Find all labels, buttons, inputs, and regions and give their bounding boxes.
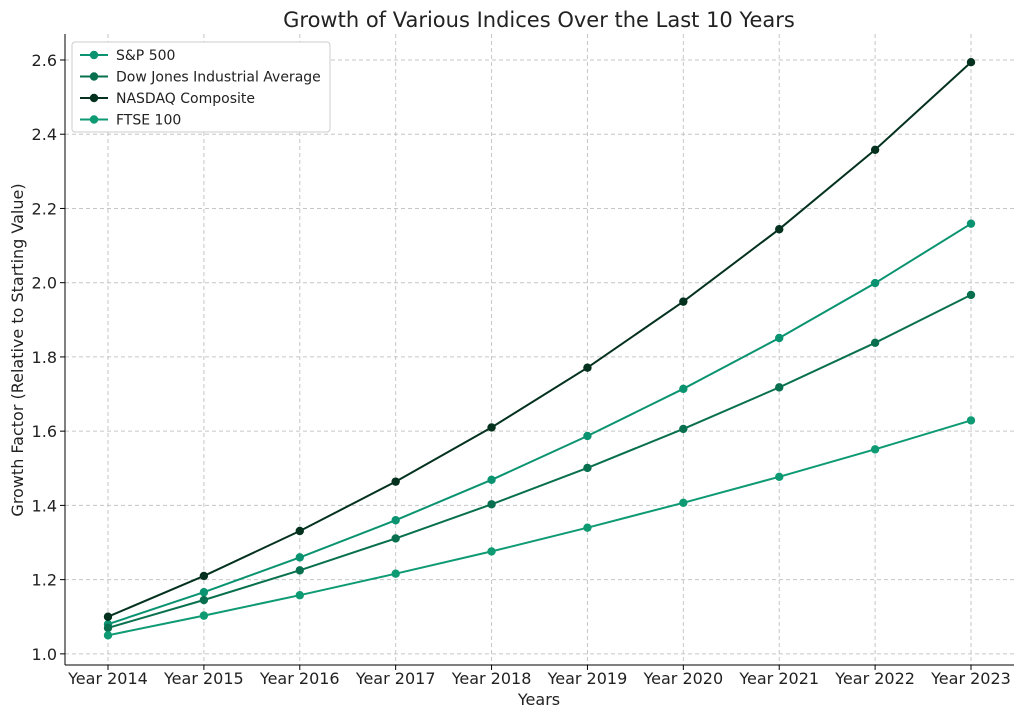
legend-entry: S&P 500: [80, 48, 175, 64]
x-axis-label: Years: [517, 690, 560, 709]
x-tick-label: Year 2020: [642, 669, 723, 688]
series-line: [107, 294, 972, 629]
data-point: [199, 595, 209, 605]
series-0: [103, 219, 976, 629]
series-line: [107, 419, 972, 637]
y-tick-label: 2.0: [32, 274, 57, 293]
data-point: [199, 571, 209, 581]
legend-label: FTSE 100: [116, 113, 181, 129]
data-point: [583, 463, 592, 473]
data-point: [870, 338, 880, 348]
data-point: [966, 290, 976, 300]
data-point: [103, 623, 113, 633]
x-tick-label: Year 2018: [451, 669, 532, 688]
series-lines: [103, 58, 976, 640]
legend-entry: Dow Jones Industrial Average: [80, 70, 321, 86]
x-tick-label: Year 2023: [930, 669, 1011, 688]
y-tick-label: 1.0: [32, 645, 57, 664]
data-point: [295, 591, 304, 600]
data-point: [583, 523, 592, 532]
x-tick-label: Year 2019: [547, 669, 628, 688]
data-point: [775, 383, 784, 392]
y-ticks: 1.0 1.2 1.4 1.6 1.8 2.0 2.2 2.4 2.6: [32, 51, 65, 664]
y-tick-label: 2.6: [32, 51, 57, 70]
legend: S&P 500 Dow Jones Industrial Average NASDA…: [71, 41, 331, 133]
x-ticks: Year 2014 Year 2015 Year 2016 Year 2017 Year…: [67, 665, 1011, 688]
y-tick-label: 1.6: [32, 422, 57, 441]
data-point: [391, 477, 400, 486]
data-point: [775, 333, 784, 343]
data-point: [295, 566, 304, 575]
data-point: [966, 416, 976, 425]
x-tick-label: Year 2022: [834, 669, 915, 688]
y-tick-label: 1.2: [32, 571, 57, 590]
series-2: [103, 58, 976, 621]
legend-box: [71, 41, 331, 133]
legend-label: Dow Jones Industrial Average: [116, 70, 321, 86]
y-axis-label: Growth Factor (Relative to Starting Valu…: [8, 183, 27, 516]
data-point: [775, 225, 784, 234]
data-point: [391, 569, 400, 578]
data-point: [679, 297, 688, 306]
grid: [65, 34, 1014, 665]
data-point: [966, 58, 976, 67]
data-point: [199, 611, 209, 620]
series-line: [107, 61, 972, 618]
y-tick-label: 1.4: [32, 496, 57, 515]
data-point: [103, 631, 113, 640]
legend-swatch-marker: [89, 50, 99, 60]
data-point: [295, 526, 304, 536]
data-point: [103, 612, 113, 621]
axes: [64, 34, 1014, 666]
data-point: [295, 553, 304, 562]
y-tick-label: 2.4: [32, 125, 57, 144]
legend-entry: FTSE 100: [80, 113, 181, 129]
data-point: [487, 547, 496, 556]
data-point: [391, 534, 400, 543]
x-tick-label: Year 2016: [259, 669, 340, 688]
data-point: [487, 500, 496, 509]
data-point: [966, 219, 976, 228]
data-point: [583, 431, 592, 441]
series-line: [107, 222, 972, 626]
data-point: [199, 588, 209, 597]
data-point: [487, 423, 496, 432]
legend-swatch-marker: [89, 93, 99, 103]
x-tick-label: Year 2014: [67, 669, 148, 688]
data-point: [870, 145, 880, 155]
data-point: [679, 498, 688, 507]
legend-label: NASDAQ Composite: [116, 91, 255, 107]
legend-label: S&P 500: [116, 48, 175, 64]
x-tick-label: Year 2015: [163, 669, 244, 688]
series-3: [103, 416, 976, 640]
y-tick-label: 1.8: [32, 348, 57, 367]
legend-swatch-marker: [89, 115, 99, 124]
data-point: [487, 475, 496, 484]
data-point: [775, 472, 784, 482]
data-point: [870, 445, 880, 454]
data-point: [679, 424, 688, 434]
x-tick-label: Year 2017: [355, 669, 436, 688]
y-tick-label: 2.2: [32, 199, 57, 218]
data-point: [583, 363, 592, 372]
data-point: [679, 384, 688, 394]
legend-swatch-marker: [89, 72, 99, 81]
legend-entry: NASDAQ Composite: [80, 91, 255, 107]
x-tick-label: Year 2021: [738, 669, 819, 688]
data-point: [391, 516, 400, 525]
series-1: [103, 290, 976, 633]
data-point: [870, 278, 880, 288]
chart-title: Growth of Various Indices Over the Last …: [283, 8, 795, 32]
